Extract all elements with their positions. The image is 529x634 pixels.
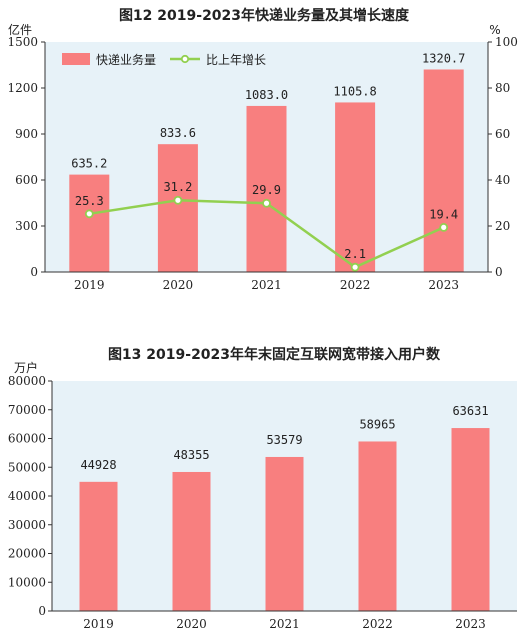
bar-broadband-users-2021	[265, 456, 304, 611]
x-tick-label-2022: 2022	[362, 617, 393, 631]
bar-broadband-users-2019	[79, 481, 118, 611]
chart-12: 图12 2019-2023年快递业务量及其增长速度 亿件 % 635.2 833.…	[7, 7, 517, 292]
x-tick-label-2020: 2020	[163, 278, 194, 292]
bar-label-2021: 1083.0	[245, 88, 288, 102]
left-tick-label: 300	[15, 219, 38, 233]
y-tick-label: 50000	[8, 460, 46, 474]
bar-broadband-users-2020	[172, 471, 211, 611]
y-tick-label: 30000	[8, 518, 46, 532]
growth-label-2023: 19.4	[429, 207, 458, 221]
left-tick-label: 1500	[7, 35, 38, 49]
bar-label-2023: 1320.7	[422, 51, 465, 65]
growth-point-2020	[173, 195, 183, 205]
y-tick-label: 80000	[8, 374, 46, 388]
growth-point-2022	[350, 262, 360, 272]
growth-point-2019	[84, 209, 94, 219]
chart-12-right-unit: %	[489, 23, 500, 37]
bar-label-2020: 833.6	[160, 126, 196, 140]
bar-express-volume-2019	[69, 174, 110, 272]
chart-12-bars	[69, 69, 464, 272]
chart-13: 图13 2019-2023年年末固定互联网宽带接入用户数 万户 44928 483…	[8, 346, 517, 631]
chart-12-left-unit: 亿件	[8, 22, 32, 37]
chart-12-growth-line	[84, 195, 449, 272]
chart-13-bars	[79, 428, 490, 611]
y-tick-label: 60000	[8, 432, 46, 446]
growth-point-2023	[439, 222, 449, 232]
legend-bar-label: 快递业务量	[96, 52, 156, 67]
x-tick-label-2023: 2023	[455, 617, 486, 631]
x-tick-label-2021: 2021	[251, 278, 282, 292]
right-tick-label: 20	[495, 219, 510, 233]
bar-label-2019: 635.2	[71, 157, 107, 171]
bar-broadband-users-2023	[451, 428, 490, 611]
y-tick-label: 70000	[8, 403, 46, 417]
bar-label-2022: 58965	[359, 417, 395, 431]
bar-label-2020: 48355	[173, 448, 209, 462]
right-tick-label: 0	[495, 265, 503, 279]
y-tick-label: 10000	[8, 575, 46, 589]
bar-express-volume-2020	[157, 144, 198, 272]
chart-13-title: 图13 2019-2023年年末固定互联网宽带接入用户数	[108, 346, 441, 363]
chart-12-title: 图12 2019-2023年快递业务量及其增长速度	[119, 7, 410, 24]
chart-12-data-labels: 635.2 833.6 1083.0 1105.8 1320.7 25.3 31.2 29.9…	[71, 51, 465, 261]
chart-12-left-ticks: 0 300 600 900 1200 1500	[7, 35, 45, 279]
chart-12-legend: 快递业务量 比上年增长	[62, 52, 266, 67]
bar-express-volume-2021	[246, 105, 287, 272]
bar-label-2019: 44928	[80, 458, 116, 472]
right-tick-label: 80	[495, 81, 510, 95]
legend-line-marker	[180, 54, 190, 64]
y-tick-label: 0	[38, 604, 46, 618]
chart-13-x-ticks: 2019 2020 2021 2022 2023	[83, 617, 486, 631]
bar-label-2021: 53579	[266, 433, 302, 447]
x-tick-label-2019: 2019	[74, 278, 105, 292]
y-tick-label: 20000	[8, 547, 46, 561]
x-tick-label-2019: 2019	[83, 617, 114, 631]
left-tick-label: 900	[15, 127, 38, 141]
x-tick-label-2020: 2020	[176, 617, 207, 631]
chart-13-y-ticks: 0 10000 20000 30000 40000 50000 60000 70000 8000…	[8, 374, 52, 618]
bar-label-2022: 1105.8	[333, 84, 376, 98]
chart-13-unit: 万户	[14, 360, 38, 375]
left-tick-label: 0	[30, 265, 38, 279]
right-tick-label: 100	[495, 35, 518, 49]
right-tick-label: 60	[495, 127, 510, 141]
legend-bar-swatch	[62, 53, 90, 65]
growth-label-2021: 29.9	[252, 183, 281, 197]
growth-label-2019: 25.3	[75, 194, 104, 208]
growth-label-2022: 2.1	[344, 247, 366, 261]
right-tick-label: 40	[495, 173, 510, 187]
growth-label-2020: 31.2	[163, 180, 192, 194]
legend-line-label: 比上年增长	[206, 53, 266, 67]
left-tick-label: 1200	[7, 81, 38, 95]
bar-label-2023: 63631	[452, 404, 488, 418]
growth-point-2021	[262, 198, 271, 208]
chart-12-right-ticks: 0 20 40 60 80 100	[488, 35, 518, 279]
bar-express-volume-2023	[423, 69, 464, 272]
x-tick-label-2021: 2021	[269, 617, 300, 631]
bar-broadband-users-2022	[358, 441, 397, 611]
bar-express-volume-2022	[335, 102, 376, 272]
chart-13-data-labels: 44928 48355 53579 58965 63631	[80, 404, 488, 472]
x-tick-label-2023: 2023	[428, 278, 459, 292]
x-tick-label-2022: 2022	[340, 278, 371, 292]
y-tick-label: 40000	[8, 489, 46, 503]
chart-12-x-ticks: 2019 2020 2021 2022 2023	[74, 278, 459, 292]
left-tick-label: 600	[15, 173, 38, 187]
